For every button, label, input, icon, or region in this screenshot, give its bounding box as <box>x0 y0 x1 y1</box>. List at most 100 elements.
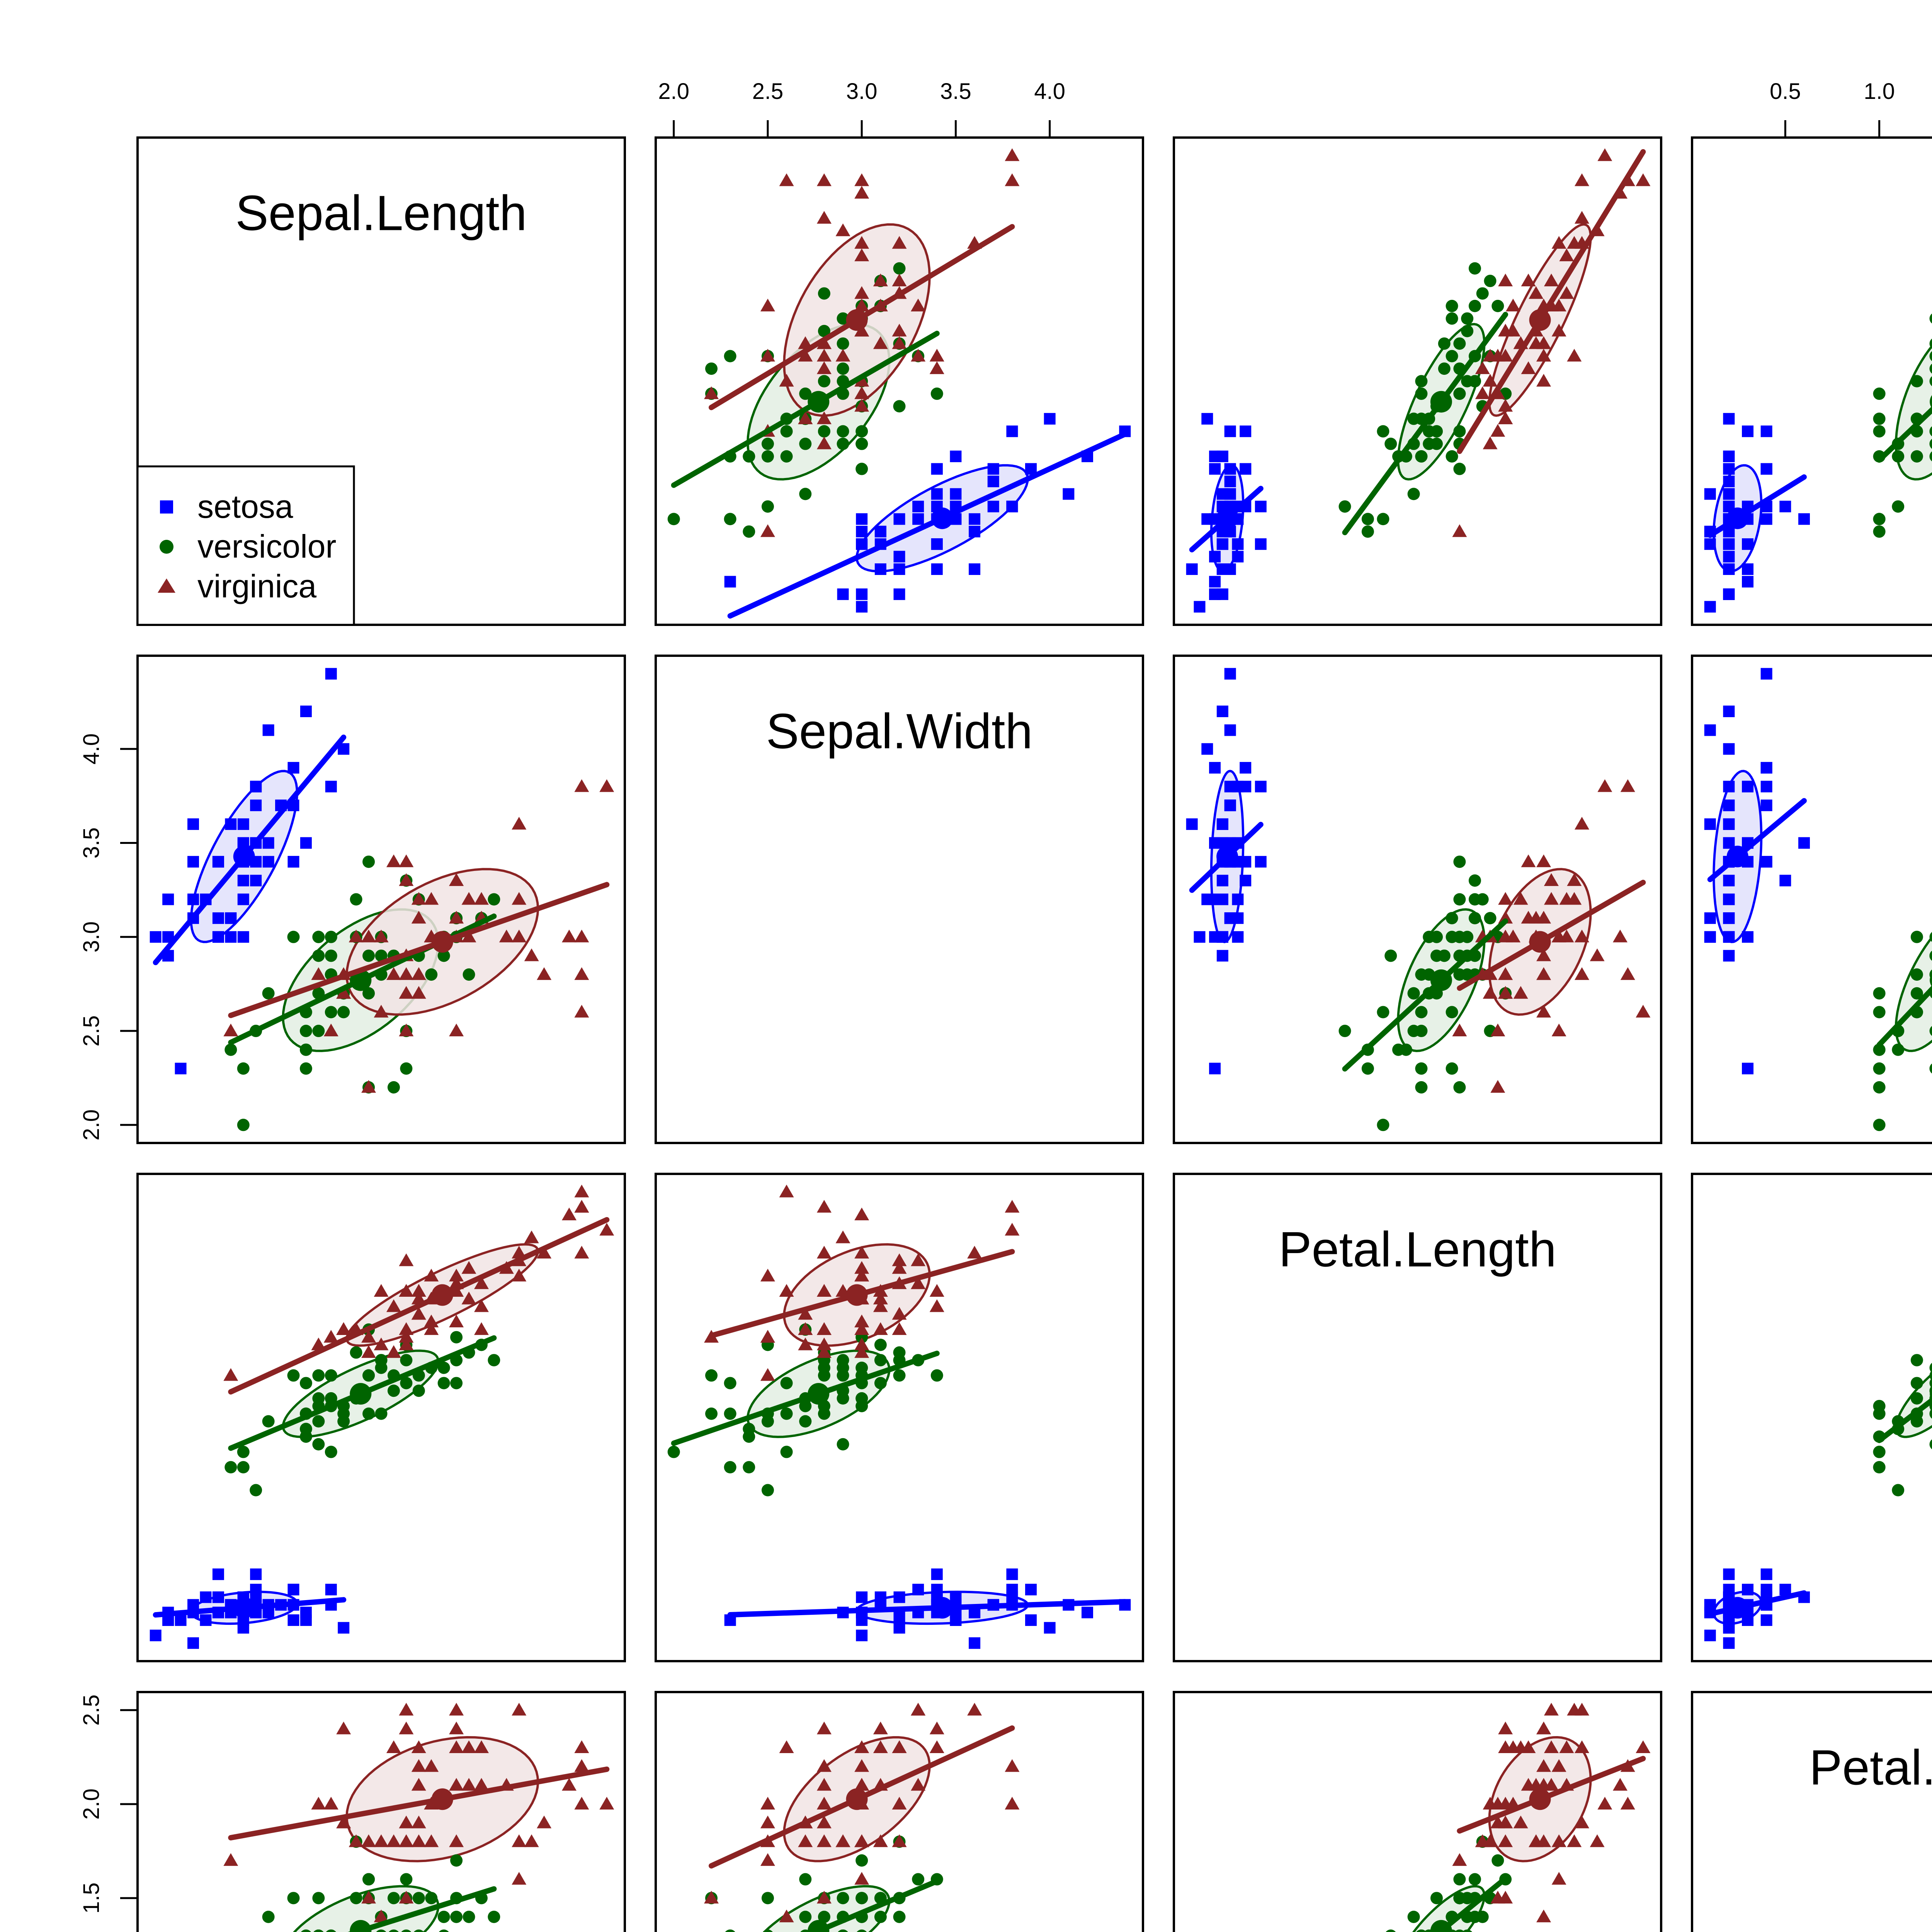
point-versicolor <box>1454 1929 1465 1932</box>
point-setosa <box>1216 706 1228 718</box>
point-versicolor <box>313 1929 324 1932</box>
point-setosa <box>1255 856 1267 868</box>
point-virginica <box>1536 349 1551 362</box>
panel-frame <box>655 1173 1144 1662</box>
point-setosa <box>175 1063 187 1075</box>
point-versicolor <box>874 1354 887 1367</box>
point-virginica <box>361 1891 376 1904</box>
point-setosa <box>1216 931 1228 943</box>
point-virginica <box>1544 274 1559 287</box>
point-versicolor <box>299 1025 312 1037</box>
point-versicolor <box>325 930 337 943</box>
point-virginica <box>411 1307 426 1320</box>
point-setosa <box>1232 781 1244 793</box>
point-virginica <box>1536 967 1551 980</box>
point-virginica <box>816 173 832 186</box>
point-versicolor <box>437 1910 450 1923</box>
point-virginica <box>411 1759 426 1772</box>
point-virginica <box>399 1721 414 1735</box>
tick-label: 2.5 <box>752 79 784 104</box>
point-virginica <box>854 236 869 249</box>
point-setosa <box>931 463 943 475</box>
mean-point-versicolor <box>1430 391 1452 413</box>
point-setosa <box>969 513 981 525</box>
point-virginica <box>574 1740 589 1753</box>
point-virginica <box>512 1269 527 1282</box>
point-setosa <box>1742 1063 1754 1075</box>
point-setosa <box>338 1622 350 1634</box>
point-setosa <box>1232 893 1244 905</box>
point-virginica <box>461 929 476 942</box>
point-versicolor <box>761 1484 774 1497</box>
diagonal-label: Sepal.Width <box>766 704 1032 759</box>
point-versicolor <box>325 949 337 962</box>
point-setosa <box>212 1568 224 1580</box>
point-virginica <box>1636 1740 1651 1753</box>
regression-line-setosa <box>727 1599 1128 1618</box>
mean-point-versicolor <box>350 1383 372 1405</box>
regression-line-versicolor <box>1435 1876 1509 1932</box>
point-virginica <box>816 1778 832 1791</box>
point-versicolor <box>1929 338 1932 349</box>
point-virginica <box>1005 1759 1020 1772</box>
point-versicolor <box>450 1331 463 1344</box>
point-virginica <box>411 1834 426 1847</box>
point-versicolor <box>1929 1370 1932 1381</box>
point-versicolor <box>1461 375 1474 388</box>
point-versicolor <box>893 400 906 413</box>
point-versicolor <box>1873 1461 1886 1474</box>
point-virginica <box>1490 424 1505 437</box>
point-virginica <box>892 1796 907 1810</box>
point-versicolor <box>874 1377 887 1389</box>
point-virginica <box>561 929 577 942</box>
point-virginica <box>411 967 426 980</box>
point-virginica <box>1574 816 1589 830</box>
point-versicolor <box>1462 1929 1473 1932</box>
point-versicolor <box>855 1361 868 1374</box>
mean-point-versicolor <box>808 1383 830 1405</box>
point-virginica <box>760 1269 775 1282</box>
point-versicolor <box>1415 450 1428 463</box>
point-versicolor <box>818 425 830 438</box>
panel-petal-width-vs-sepal-length <box>136 1691 626 1932</box>
point-versicolor <box>1377 425 1389 438</box>
point-virginica <box>1590 1834 1605 1847</box>
mean-point-setosa <box>1216 507 1238 529</box>
point-setosa <box>1723 781 1735 793</box>
point-virginica <box>399 1891 414 1904</box>
point-setosa <box>1224 488 1236 500</box>
point-virginica <box>1483 986 1498 999</box>
point-virginica <box>1551 1872 1566 1885</box>
point-versicolor <box>893 1369 906 1382</box>
point-virginica <box>798 1337 813 1350</box>
point-versicolor <box>1377 1119 1389 1131</box>
point-virginica <box>854 173 869 186</box>
point-virginica <box>323 1330 338 1343</box>
point-setosa <box>1081 1607 1093 1619</box>
point-virginica <box>1498 399 1513 412</box>
point-versicolor <box>413 1929 424 1932</box>
point-versicolor <box>837 362 849 375</box>
point-versicolor <box>705 362 718 375</box>
point-virginica <box>374 1834 389 1847</box>
point-versicolor <box>299 1062 312 1075</box>
point-versicolor <box>818 1369 830 1382</box>
point-setosa <box>287 1614 299 1626</box>
point-versicolor <box>705 1369 718 1382</box>
point-virginica <box>424 1315 439 1328</box>
point-virginica <box>1475 386 1490 399</box>
panel-petal-width-vs-petal-width: Petal.Width <box>1691 1691 1932 1932</box>
point-setosa <box>250 1568 262 1580</box>
point-virginica <box>816 1834 832 1847</box>
panel-frame <box>655 655 1144 1144</box>
point-virginica <box>911 1778 926 1791</box>
point-versicolor <box>1929 376 1932 386</box>
point-virginica <box>474 892 489 905</box>
tick-label: 2.5 <box>79 1694 104 1726</box>
point-virginica <box>361 1834 376 1847</box>
point-versicolor <box>1476 287 1489 300</box>
point-virginica <box>873 1721 888 1735</box>
point-setosa <box>987 475 999 487</box>
point-setosa <box>200 1591 212 1603</box>
tick-label: 4.0 <box>79 733 104 765</box>
